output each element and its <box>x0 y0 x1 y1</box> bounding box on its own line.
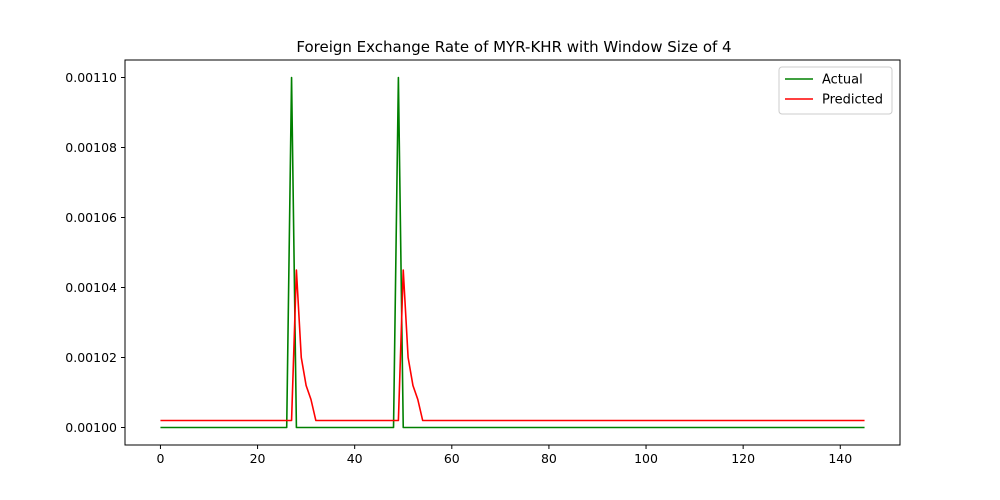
plot-frame <box>124 59 901 446</box>
series-line-predicted <box>160 269 865 422</box>
x-tick-label: 0 <box>156 451 164 466</box>
legend-label-actual: Actual <box>822 73 863 88</box>
y-tick-label: 0.00100 <box>65 420 117 435</box>
y-tick-label: 0.00110 <box>65 70 117 85</box>
y-tick-label: 0.00108 <box>65 140 117 155</box>
series-line-actual <box>160 76 865 429</box>
legend-label-predicted: Predicted <box>822 93 883 108</box>
x-tick-label: 80 <box>541 451 557 466</box>
x-tick-label: 140 <box>828 451 852 466</box>
y-tick-label: 0.00102 <box>65 350 117 365</box>
x-tick-label: 120 <box>731 451 755 466</box>
y-tick-label: 0.00104 <box>65 280 117 295</box>
y-tick-label: 0.00106 <box>65 210 117 225</box>
x-tick-label: 40 <box>347 451 363 466</box>
chart-title: Foreign Exchange Rate of MYR-KHR with Wi… <box>296 38 731 56</box>
x-tick-label: 20 <box>250 451 266 466</box>
x-tick-label: 60 <box>444 451 460 466</box>
plot-area: 0 20 40 60 80 100 120 140 0.00100 0.00102 0.00104 0… <box>65 59 901 466</box>
x-tick-label: 100 <box>634 451 658 466</box>
